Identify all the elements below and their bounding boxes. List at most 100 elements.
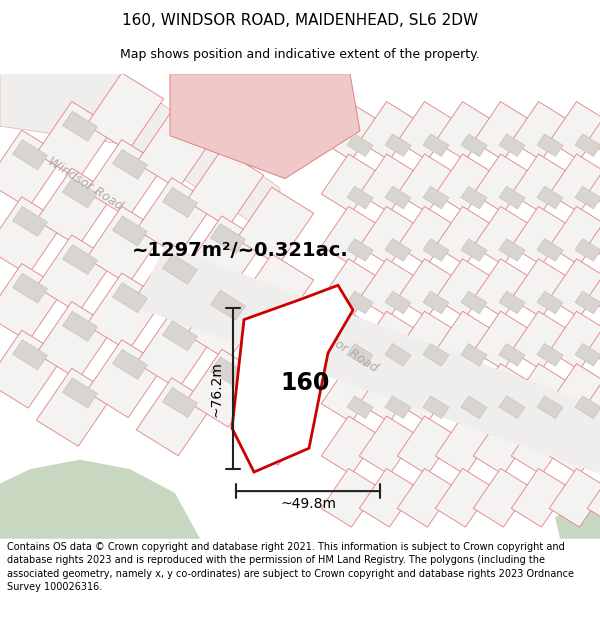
Polygon shape [435,259,493,318]
Text: ~76.2m: ~76.2m [209,361,223,417]
Polygon shape [511,311,569,370]
Polygon shape [423,344,449,366]
Polygon shape [473,311,531,370]
Polygon shape [321,469,379,527]
Polygon shape [575,134,600,156]
Polygon shape [321,102,379,160]
Polygon shape [236,254,314,332]
Polygon shape [473,469,531,527]
Polygon shape [0,197,64,274]
Text: 160, WINDSOR ROAD, MAIDENHEAD, SL6 2DW: 160, WINDSOR ROAD, MAIDENHEAD, SL6 2DW [122,13,478,28]
Polygon shape [359,259,417,318]
Polygon shape [587,259,600,318]
Polygon shape [537,239,563,261]
Polygon shape [0,330,64,408]
Polygon shape [423,134,449,156]
Polygon shape [511,102,569,160]
Polygon shape [435,469,493,527]
Polygon shape [397,154,455,212]
Polygon shape [163,388,197,418]
Polygon shape [435,206,493,265]
Polygon shape [13,140,47,170]
Polygon shape [385,134,411,156]
Polygon shape [575,239,600,261]
Polygon shape [62,378,97,408]
Polygon shape [86,273,164,351]
Polygon shape [170,74,360,179]
Polygon shape [511,154,569,212]
Polygon shape [187,149,263,227]
Polygon shape [499,291,525,314]
Polygon shape [359,364,417,423]
Polygon shape [473,102,531,160]
Polygon shape [499,396,525,419]
Polygon shape [136,177,214,256]
Polygon shape [211,357,245,387]
Polygon shape [136,378,214,456]
Polygon shape [136,311,214,389]
Polygon shape [385,239,411,261]
Polygon shape [13,206,47,236]
Polygon shape [37,168,113,246]
Polygon shape [321,416,379,475]
Polygon shape [236,188,314,265]
Polygon shape [549,469,600,527]
Polygon shape [537,134,563,156]
Polygon shape [385,344,411,366]
Polygon shape [86,340,164,418]
Polygon shape [511,416,569,475]
Polygon shape [537,344,563,366]
Polygon shape [575,396,600,419]
Polygon shape [435,416,493,475]
Polygon shape [423,186,449,209]
Polygon shape [511,364,569,423]
Polygon shape [13,273,47,303]
Polygon shape [423,396,449,419]
Polygon shape [347,396,373,419]
Polygon shape [575,291,600,314]
Text: Windsor Road: Windsor Road [300,316,380,374]
Polygon shape [499,239,525,261]
Polygon shape [587,469,600,527]
Polygon shape [232,285,353,472]
Polygon shape [385,396,411,419]
Polygon shape [537,186,563,209]
Polygon shape [549,259,600,318]
Polygon shape [359,154,417,212]
Polygon shape [321,154,379,212]
Polygon shape [359,311,417,370]
Polygon shape [163,254,197,284]
Polygon shape [236,388,314,465]
Polygon shape [321,364,379,423]
Polygon shape [347,186,373,209]
Text: ~49.8m: ~49.8m [280,498,336,511]
Polygon shape [62,111,97,141]
Polygon shape [86,73,164,151]
Polygon shape [587,364,600,423]
Polygon shape [62,178,97,208]
Polygon shape [473,259,531,318]
Polygon shape [187,349,263,427]
Polygon shape [113,349,148,379]
Polygon shape [347,134,373,156]
Polygon shape [397,364,455,423]
Polygon shape [473,416,531,475]
Polygon shape [0,459,200,539]
Polygon shape [359,102,417,160]
Polygon shape [587,311,600,370]
Polygon shape [397,259,455,318]
Polygon shape [397,102,455,160]
Polygon shape [113,282,148,312]
Polygon shape [321,311,379,370]
Polygon shape [187,216,263,294]
Polygon shape [113,149,148,179]
Polygon shape [163,321,197,351]
Polygon shape [211,224,245,254]
Polygon shape [587,206,600,265]
Polygon shape [549,154,600,212]
Polygon shape [37,101,113,179]
Polygon shape [587,416,600,475]
Polygon shape [359,469,417,527]
Polygon shape [86,206,164,284]
Text: ~1297m²/~0.321ac.: ~1297m²/~0.321ac. [131,241,349,259]
